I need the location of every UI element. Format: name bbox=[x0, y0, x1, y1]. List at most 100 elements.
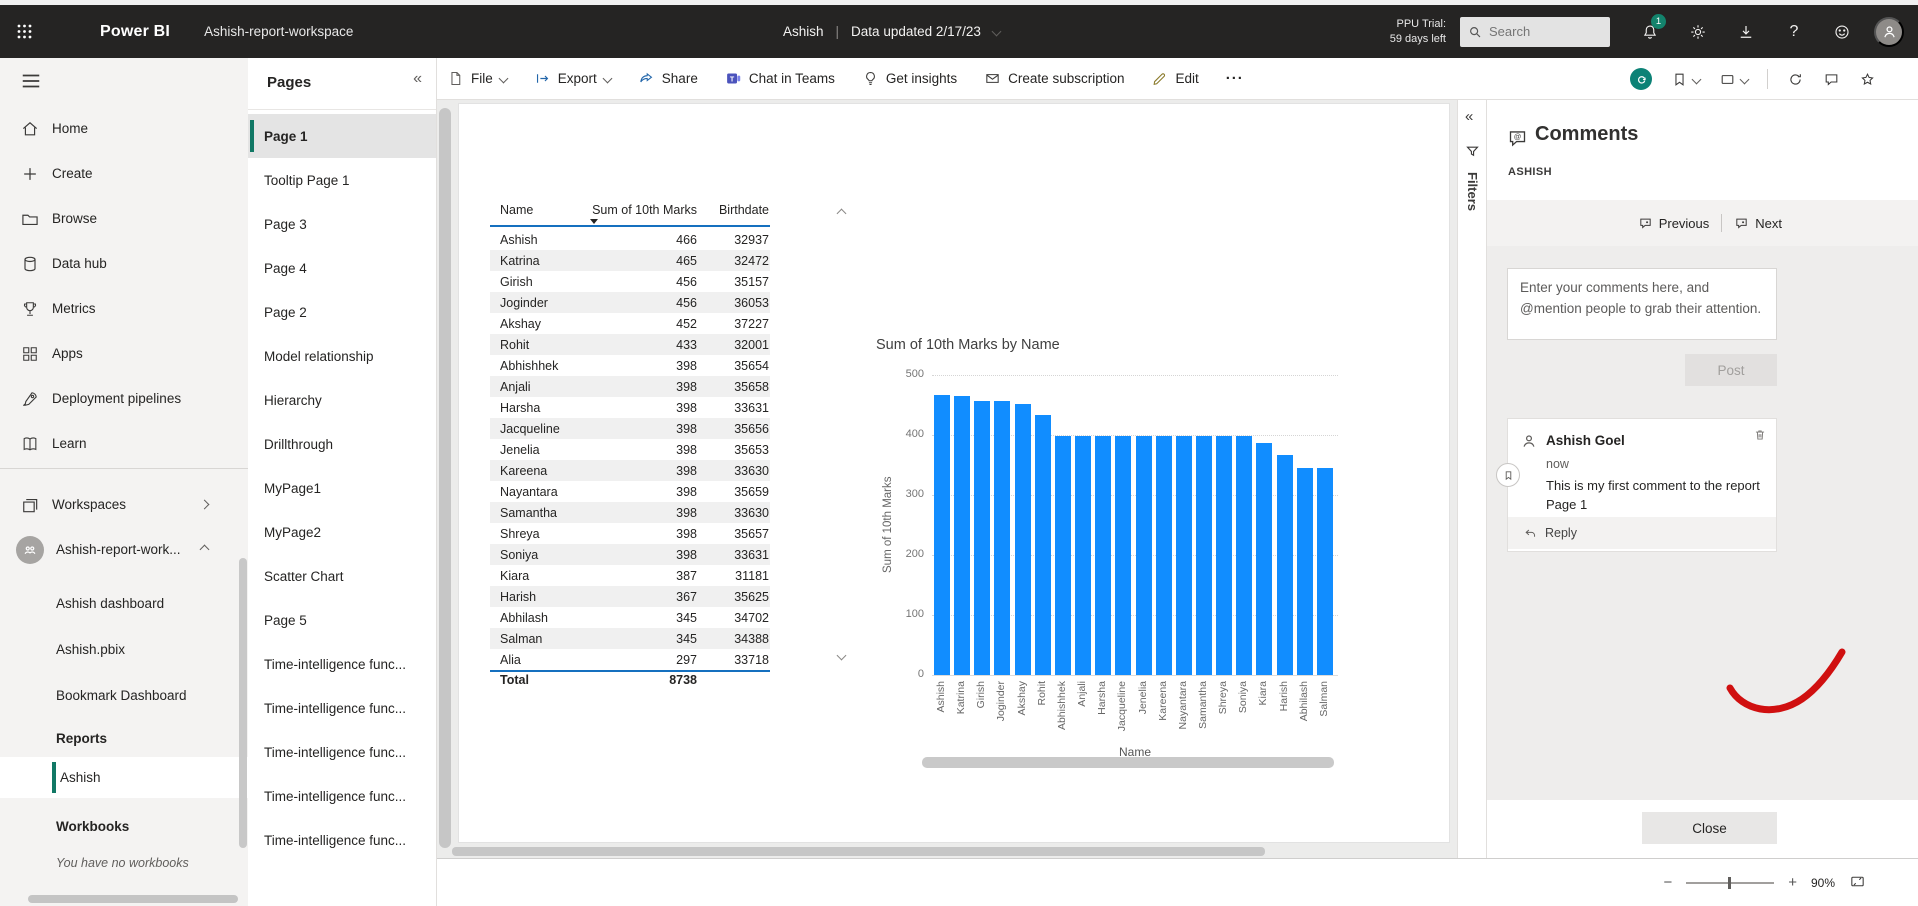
notifications-button[interactable]: 1 bbox=[1626, 5, 1674, 58]
bar-harsha[interactable] bbox=[1095, 436, 1111, 675]
pages-list-item[interactable]: Drillthrough bbox=[248, 422, 436, 466]
workspace-breadcrumb[interactable]: Ashish-report-workspace bbox=[204, 24, 353, 39]
help-button[interactable]: ? bbox=[1770, 5, 1818, 58]
bar-kareena[interactable] bbox=[1156, 436, 1172, 675]
bar-jenelia[interactable] bbox=[1136, 436, 1152, 675]
pages-list-item[interactable]: Time-intelligence func... bbox=[248, 730, 436, 774]
sidebar-item-metrics[interactable]: Metrics bbox=[0, 286, 248, 331]
bar-soniya[interactable] bbox=[1236, 436, 1252, 675]
table-row[interactable]: Ashish46632937 bbox=[490, 229, 770, 250]
next-comment-button[interactable]: Next bbox=[1734, 216, 1782, 231]
pages-list-item[interactable]: Scatter Chart bbox=[248, 554, 436, 598]
more-options-icon[interactable]: ··· bbox=[1226, 70, 1244, 87]
table-row[interactable]: Kiara38731181 bbox=[490, 565, 770, 586]
view-menu-button[interactable] bbox=[1719, 71, 1748, 88]
bar-katrina[interactable] bbox=[954, 396, 970, 675]
filters-expand-chevron-icon[interactable]: « bbox=[1465, 108, 1473, 125]
table-row[interactable]: Samantha39833630 bbox=[490, 502, 770, 523]
pages-collapse-icon[interactable]: « bbox=[413, 70, 422, 88]
bar-jacqueline[interactable] bbox=[1115, 436, 1131, 675]
sidebar-item-browse[interactable]: Browse bbox=[0, 196, 248, 241]
table-row[interactable]: Harish36735625 bbox=[490, 586, 770, 607]
pages-list-item[interactable]: MyPage1 bbox=[248, 466, 436, 510]
zoom-slider-thumb[interactable] bbox=[1728, 877, 1731, 889]
download-button[interactable] bbox=[1722, 5, 1770, 58]
pages-list-item[interactable]: Page 1 bbox=[248, 114, 436, 158]
table-row[interactable]: Jacqueline39835656 bbox=[490, 418, 770, 439]
table-row[interactable]: Harsha39833631 bbox=[490, 397, 770, 418]
pages-list-item[interactable]: Page 3 bbox=[248, 202, 436, 246]
comment-bookmark-icon[interactable] bbox=[1496, 463, 1520, 487]
global-search-box[interactable] bbox=[1460, 17, 1610, 47]
account-avatar[interactable] bbox=[1874, 17, 1904, 47]
table-scroll-up-icon[interactable] bbox=[838, 206, 845, 220]
sidebar-item-report-ashish[interactable]: Ashish bbox=[0, 757, 248, 798]
pages-list-item[interactable]: Page 5 bbox=[248, 598, 436, 642]
bar-rohit[interactable] bbox=[1035, 415, 1051, 675]
bar-chart-visual[interactable]: Sum of 10th Marks by Name Sum of 10th Ma… bbox=[874, 333, 1346, 783]
filters-funnel-icon[interactable] bbox=[1465, 144, 1480, 164]
bar-harish[interactable] bbox=[1277, 455, 1293, 675]
pages-list-item[interactable]: Page 2 bbox=[248, 290, 436, 334]
workspace-content-item[interactable]: Ashish dashboard bbox=[0, 580, 248, 626]
zoom-out-icon[interactable]: − bbox=[1663, 874, 1672, 891]
bar-salman[interactable] bbox=[1317, 468, 1333, 675]
column-header-marks[interactable]: Sum of 10th Marks bbox=[585, 203, 697, 217]
bar-anjali[interactable] bbox=[1075, 436, 1091, 675]
bar-ashish[interactable] bbox=[934, 395, 950, 675]
pages-list-item[interactable]: Tooltip Page 1 bbox=[248, 158, 436, 202]
app-launcher-icon[interactable] bbox=[0, 5, 48, 58]
pages-list-item[interactable]: Time-intelligence func... bbox=[248, 818, 436, 862]
bar-girish[interactable] bbox=[974, 401, 990, 675]
table-row[interactable]: Rohit43332001 bbox=[490, 334, 770, 355]
table-row[interactable]: Salman34534388 bbox=[490, 628, 770, 649]
sidebar-horizontal-scrollbar[interactable] bbox=[28, 895, 238, 903]
fit-to-page-icon[interactable] bbox=[1849, 873, 1866, 893]
sidebar-vertical-scrollbar[interactable] bbox=[239, 558, 247, 848]
pages-panel-scrollbar[interactable] bbox=[439, 108, 451, 848]
table-row[interactable]: Soniya39833631 bbox=[490, 544, 770, 565]
table-row[interactable]: Abhishhek39835654 bbox=[490, 355, 770, 376]
file-menu-button[interactable]: File bbox=[447, 70, 507, 87]
feedback-button[interactable] bbox=[1818, 5, 1866, 58]
sidebar-item-apps[interactable]: Apps bbox=[0, 331, 248, 376]
workspace-content-item[interactable]: Bookmark Dashboard bbox=[0, 672, 248, 718]
canvas-horizontal-scrollbar[interactable] bbox=[452, 847, 1265, 856]
post-comment-button[interactable]: Post bbox=[1685, 354, 1777, 386]
share-button[interactable]: Share bbox=[638, 70, 698, 87]
get-insights-button[interactable]: Get insights bbox=[862, 70, 957, 87]
bar-joginder[interactable] bbox=[994, 401, 1010, 675]
search-input[interactable] bbox=[1489, 24, 1594, 39]
nav-collapse-icon[interactable] bbox=[20, 70, 42, 88]
export-menu-button[interactable]: Export bbox=[534, 70, 611, 87]
table-row[interactable]: Girish45635157 bbox=[490, 271, 770, 292]
chevron-down-icon[interactable] bbox=[991, 27, 1001, 37]
table-row[interactable]: Katrina46532472 bbox=[490, 250, 770, 271]
sidebar-item-data-hub[interactable]: Data hub bbox=[0, 241, 248, 286]
pages-list-item[interactable]: Model relationship bbox=[248, 334, 436, 378]
table-row[interactable]: Joginder45636053 bbox=[490, 292, 770, 313]
zoom-slider[interactable] bbox=[1686, 882, 1774, 884]
table-row[interactable]: Alia29733718 bbox=[490, 649, 770, 670]
sidebar-item-current-workspace[interactable]: Ashish-report-work... bbox=[0, 527, 248, 572]
table-row[interactable]: Kareena39833630 bbox=[490, 460, 770, 481]
table-row[interactable]: Abhilash34534702 bbox=[490, 607, 770, 628]
pages-list-item[interactable]: Time-intelligence func... bbox=[248, 642, 436, 686]
previous-comment-button[interactable]: Previous bbox=[1638, 216, 1710, 231]
bookmarks-menu-button[interactable] bbox=[1671, 71, 1700, 88]
powerbi-logo[interactable]: Power BI bbox=[100, 23, 170, 41]
pages-list-item[interactable]: Hierarchy bbox=[248, 378, 436, 422]
sidebar-item-workspaces[interactable]: Workspaces bbox=[0, 482, 248, 527]
table-row[interactable]: Anjali39835658 bbox=[490, 376, 770, 397]
sidebar-item-create[interactable]: Create bbox=[0, 151, 248, 196]
pages-list-item[interactable]: Time-intelligence func... bbox=[248, 686, 436, 730]
chart-category-scrollbar[interactable] bbox=[922, 757, 1334, 768]
workspace-content-item[interactable]: Ashish.pbix bbox=[0, 626, 248, 672]
pages-list-item[interactable]: Time-intelligence func... bbox=[248, 774, 436, 818]
pages-list-item[interactable]: Page 4 bbox=[248, 246, 436, 290]
chevron-up-icon[interactable] bbox=[200, 545, 210, 555]
pages-list-item[interactable]: MyPage2 bbox=[248, 510, 436, 554]
data-updated-label[interactable]: Data updated 2/17/23 bbox=[851, 24, 981, 39]
update-available-button[interactable] bbox=[1630, 68, 1652, 90]
favorite-button[interactable] bbox=[1859, 71, 1876, 88]
